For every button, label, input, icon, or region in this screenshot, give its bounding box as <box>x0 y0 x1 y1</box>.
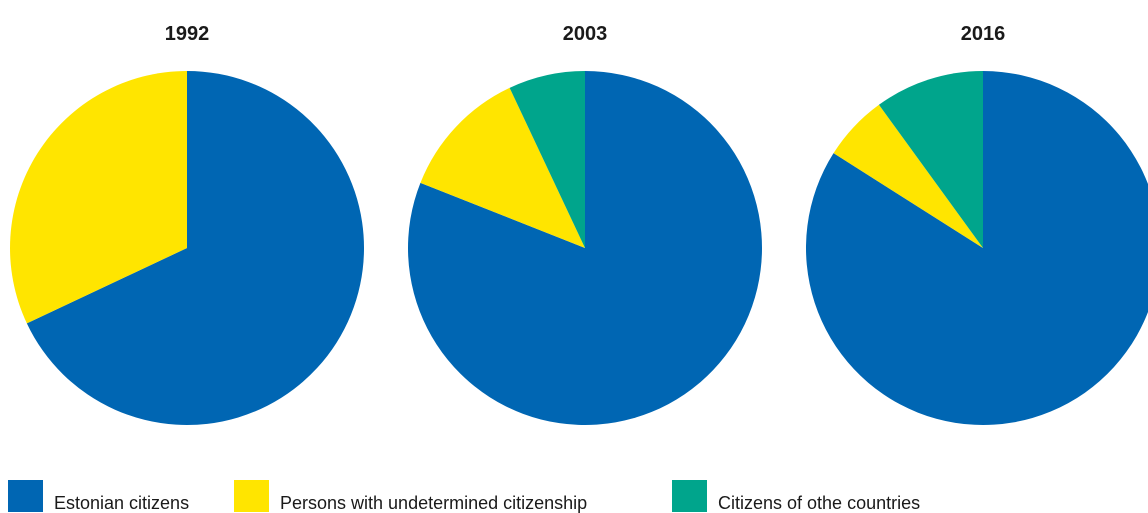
legend-label-estonian-citizens: Estonian citizens <box>54 493 190 513</box>
pie-2016-slice-citizens-of-othe-countries <box>878 71 983 248</box>
pie-2003: 2003 <box>407 23 762 425</box>
pie-title-2003: 2003 <box>563 23 608 45</box>
pie-title-2016: 2016 <box>961 23 1006 45</box>
legend-swatch-undetermined-citizenship <box>234 480 269 512</box>
legend-item-estonian-citizens: Estonian citizens <box>8 478 189 512</box>
pie-1992: 1992 <box>10 23 365 425</box>
pie-2003-slice-persons-with-undetermined-citizenship <box>420 87 585 248</box>
legend-swatch-estonian-citizens <box>8 480 43 512</box>
legend-item-other-countries: Citizens of othe countries <box>672 478 920 512</box>
pie-2003-slice-citizens-of-othe-countries <box>509 71 585 248</box>
pie-2003-slice-estonian-citizens <box>407 71 762 425</box>
legend: Estonian citizens Persons with undetermi… <box>8 478 1148 512</box>
legend-swatch-other-countries <box>672 480 707 512</box>
pie-1992-slice-persons-with-undetermined-citizenship <box>10 71 187 324</box>
pie-2016: 2016 <box>806 23 1148 425</box>
pie-title-1992: 1992 <box>165 23 210 45</box>
pies-layer: 1992 2003 2016 <box>10 23 1148 425</box>
pie-1992-slice-estonian-citizens <box>26 71 365 425</box>
pie-2016-slice-persons-with-undetermined-citizenship <box>833 104 983 248</box>
legend-item-undetermined-citizenship: Persons with undetermined citizenship <box>234 478 587 512</box>
legend-label-other-countries: Citizens of othe countries <box>718 493 921 513</box>
pie-2016-slice-estonian-citizens <box>806 71 1148 425</box>
legend-label-undetermined-citizenship: Persons with undetermined citizenship <box>280 493 588 513</box>
